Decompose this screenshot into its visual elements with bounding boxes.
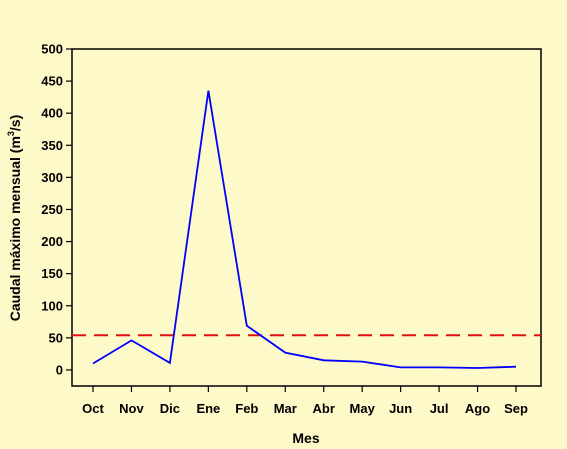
y-axis: 0 50 100 150 200 250 300 350 400 450 500 <box>41 42 72 377</box>
series-layer <box>92 90 517 369</box>
y-tick-label: 200 <box>41 234 63 249</box>
x-tick-label: Feb <box>235 401 258 416</box>
x-axis-title: Mes <box>292 430 319 446</box>
y-tick-label: 100 <box>41 298 63 313</box>
plot-area <box>71 48 542 387</box>
x-tick-label: Nov <box>119 401 144 416</box>
x-tick-label: Ene <box>196 401 220 416</box>
y-axis-title-prefix: Caudal máximo mensual (m <box>7 136 23 321</box>
x-axis: Oct Nov Dic Ene Feb Mar Abr May Jun Jul Ago Sep <box>82 386 528 416</box>
y-axis-title-superscript: 3 <box>6 131 16 136</box>
x-tick-label: Ago <box>465 401 490 416</box>
y-axis-title-suffix: /s) <box>7 115 23 131</box>
y-tick-label: 500 <box>41 42 63 57</box>
y-tick-label: 350 <box>41 138 63 153</box>
y-tick-label: 50 <box>49 330 63 345</box>
x-tick-label: Jul <box>430 401 449 416</box>
x-tick-label: May <box>350 401 376 416</box>
y-tick-label: 150 <box>41 266 63 281</box>
x-tick-label: Mar <box>274 401 297 416</box>
x-tick-label: Dic <box>160 401 180 416</box>
x-tick-label: Oct <box>82 401 104 416</box>
y-tick-label: 300 <box>41 170 63 185</box>
series-line <box>92 90 517 369</box>
x-tick-label: Jun <box>389 401 412 416</box>
y-tick-label: 0 <box>56 362 63 377</box>
x-tick-label: Abr <box>313 401 335 416</box>
y-tick-label: 400 <box>41 106 63 121</box>
y-axis-title: Caudal máximo mensual (m3/s) <box>6 115 23 322</box>
y-tick-label: 250 <box>41 202 63 217</box>
x-tick-label: Sep <box>504 401 528 416</box>
y-tick-label: 450 <box>41 74 63 89</box>
